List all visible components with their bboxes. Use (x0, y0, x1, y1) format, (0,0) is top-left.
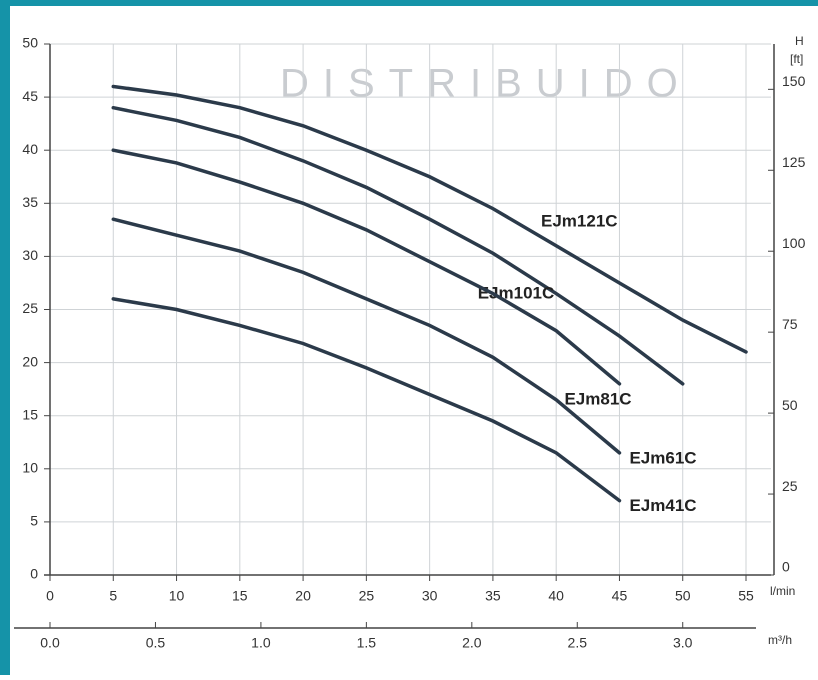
left-border (0, 0, 10, 675)
x-tick-label: 0 (46, 588, 54, 604)
y-tick-label: 15 (22, 406, 38, 422)
y2-tick-label: 125 (782, 154, 806, 170)
series-label: EJm41C (629, 496, 696, 515)
x2-label: m³/h (768, 633, 792, 647)
series-label: EJm81C (564, 389, 631, 408)
y-tick-label: 25 (22, 300, 38, 316)
y2-tick-label: 25 (782, 478, 798, 494)
x-tick-label: 10 (169, 588, 185, 604)
curve (111, 105, 685, 386)
x-tick-label: 55 (738, 588, 754, 604)
x2-tick-label: 2.5 (568, 635, 588, 651)
top-border (0, 0, 818, 6)
y2-tick-label: 75 (782, 316, 798, 332)
series-label: EJm61C (629, 448, 696, 467)
y2-tick-label: 0 (782, 559, 790, 575)
series-label: EJm121C (541, 211, 618, 230)
x2-tick-label: 2.0 (462, 635, 482, 651)
y-tick-label: 35 (22, 194, 38, 210)
curve (111, 84, 748, 354)
x2-tick-label: 1.5 (357, 635, 377, 651)
x-tick-label: 30 (422, 588, 438, 604)
x2-tick-label: 0.5 (146, 635, 166, 651)
x-tick-label: 50 (675, 588, 691, 604)
curve (111, 148, 622, 386)
x-label: l/min (770, 584, 795, 598)
curve (111, 217, 622, 455)
x-tick-label: 25 (359, 588, 375, 604)
y-tick-label: 45 (22, 88, 38, 104)
y2-tick-label: 100 (782, 235, 806, 251)
y2-tick-label: 150 (782, 73, 806, 89)
y2-unit: [ft] (790, 52, 803, 66)
x-tick-label: 5 (109, 588, 117, 604)
x2-tick-label: 0.0 (40, 635, 60, 651)
x2-tick-label: 3.0 (673, 635, 693, 651)
y-tick-label: 30 (22, 247, 38, 263)
y-tick-label: 40 (22, 141, 38, 157)
y-tick-label: 10 (22, 460, 38, 476)
watermark: DISTRIBUIDO (280, 62, 692, 106)
y-tick-label: 0 (30, 566, 38, 582)
x-tick-label: 15 (232, 588, 248, 604)
x-tick-label: 20 (295, 588, 311, 604)
x2-tick-label: 1.0 (251, 635, 271, 651)
x-tick-label: 45 (612, 588, 628, 604)
y2-tick-label: 50 (782, 397, 798, 413)
y-tick-label: 5 (30, 513, 38, 529)
curve (111, 297, 622, 503)
y2-label: H (795, 34, 804, 48)
x-tick-label: 35 (485, 588, 501, 604)
y-tick-label: 50 (22, 35, 38, 51)
x-tick-label: 40 (548, 588, 564, 604)
y-tick-label: 20 (22, 353, 38, 369)
